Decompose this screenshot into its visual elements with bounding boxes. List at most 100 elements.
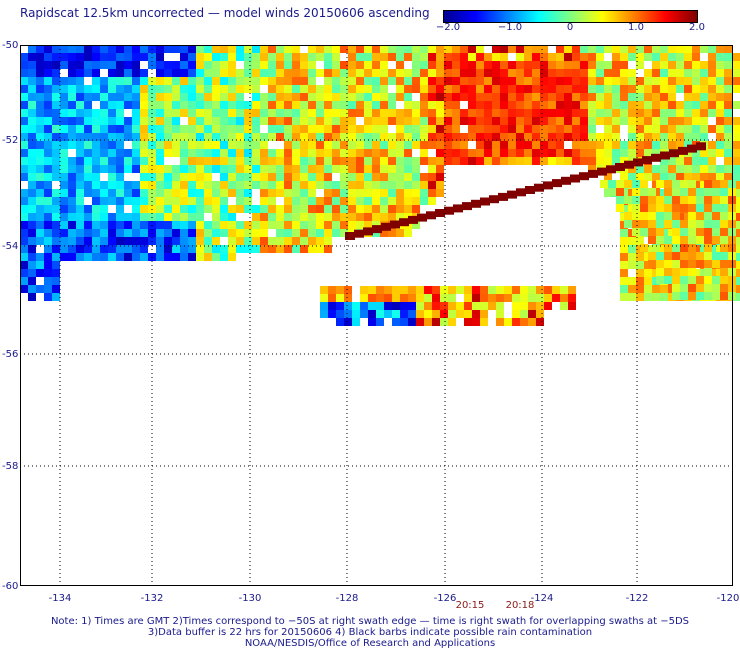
wind-cell — [348, 125, 356, 133]
wind-cell — [276, 221, 284, 229]
wind-cell — [132, 237, 140, 245]
wind-cell — [516, 157, 524, 165]
wind-cell — [516, 85, 524, 93]
wind-cell — [652, 109, 660, 117]
wind-cell — [84, 189, 92, 197]
wind-cell — [124, 245, 132, 253]
wind-cell — [480, 302, 488, 310]
wind-cell — [688, 220, 696, 228]
wind-cell — [412, 109, 420, 117]
wind-cell — [332, 157, 340, 165]
wind-cell — [468, 77, 476, 85]
wind-cell — [220, 189, 228, 197]
wind-cell — [108, 53, 116, 61]
wind-cell — [300, 197, 308, 205]
wind-cell — [372, 61, 380, 69]
wind-cell — [404, 117, 412, 125]
wind-cell — [416, 318, 424, 326]
wind-cell — [220, 69, 228, 77]
wind-cell — [396, 77, 404, 85]
wind-cell — [140, 213, 148, 221]
wind-cell — [480, 294, 488, 302]
wind-cell — [500, 69, 508, 77]
wind-cell — [420, 85, 428, 93]
wind-cell — [525, 186, 535, 194]
wind-cell — [428, 61, 436, 69]
wind-cell — [164, 197, 172, 205]
wind-cell — [428, 85, 436, 93]
wind-cell — [308, 245, 316, 253]
wind-cell — [612, 133, 620, 141]
wind-cell — [108, 189, 116, 197]
wind-cell — [684, 61, 692, 69]
wind-cell — [516, 77, 524, 85]
wind-cell — [388, 189, 396, 197]
wind-cell — [644, 125, 652, 133]
wind-cell — [84, 69, 92, 77]
wind-cell — [648, 196, 656, 204]
wind-cell — [668, 173, 676, 181]
wind-cell — [524, 53, 532, 61]
wind-cell — [284, 85, 292, 93]
wind-cell — [252, 101, 260, 109]
wind-cell — [500, 157, 508, 165]
wind-cell — [616, 204, 624, 212]
wind-cell — [688, 236, 696, 244]
wind-cell — [44, 181, 52, 189]
wind-cell — [356, 165, 364, 173]
wind-cell — [180, 189, 188, 197]
wind-cell — [624, 220, 632, 228]
wind-cell — [228, 69, 236, 77]
wind-cell — [464, 294, 472, 302]
wind-cell — [68, 229, 76, 237]
wind-cell — [20, 53, 28, 61]
wind-cell — [580, 109, 588, 117]
wind-cell — [180, 237, 188, 245]
wind-cell — [300, 109, 308, 117]
wind-cell — [356, 149, 364, 157]
wind-cell — [156, 77, 164, 85]
wind-cell — [260, 213, 268, 221]
wind-cell — [28, 45, 36, 53]
wind-cell — [180, 205, 188, 213]
wind-cell — [228, 181, 236, 189]
wind-cell — [116, 173, 124, 181]
wind-cell — [468, 93, 476, 101]
wind-cell — [316, 133, 324, 141]
wind-cell — [340, 69, 348, 77]
wind-cell — [688, 188, 696, 196]
wind-cell — [228, 53, 236, 61]
wind-cell — [100, 109, 108, 117]
wind-cell — [196, 77, 204, 85]
wind-cell — [156, 165, 164, 173]
wind-cell — [428, 101, 436, 109]
wind-cell — [308, 173, 316, 181]
wind-cell — [556, 69, 564, 77]
wind-cell — [732, 117, 740, 125]
wind-cell — [36, 173, 44, 181]
wind-cell — [68, 101, 76, 109]
wind-cell — [484, 61, 492, 69]
wind-cell — [348, 133, 356, 141]
wind-cell — [381, 222, 391, 231]
wind-cell — [444, 101, 452, 109]
wind-cell — [228, 157, 236, 165]
wind-cell — [28, 245, 36, 253]
wind-cell — [396, 69, 404, 77]
wind-cell — [316, 221, 324, 229]
wind-cell — [308, 61, 316, 69]
wind-cell — [624, 196, 632, 204]
wind-cell — [316, 173, 324, 181]
wind-cell — [412, 85, 420, 93]
wind-cell — [52, 213, 60, 221]
wind-cell — [44, 133, 52, 141]
wind-cell — [252, 133, 260, 141]
wind-cell — [508, 133, 516, 141]
wind-cell — [180, 165, 188, 173]
wind-cell — [712, 284, 720, 292]
wind-cell — [568, 294, 576, 302]
wind-cell — [676, 157, 684, 165]
wind-cell — [92, 189, 100, 197]
wind-cell — [368, 302, 376, 310]
wind-cell — [332, 221, 340, 229]
